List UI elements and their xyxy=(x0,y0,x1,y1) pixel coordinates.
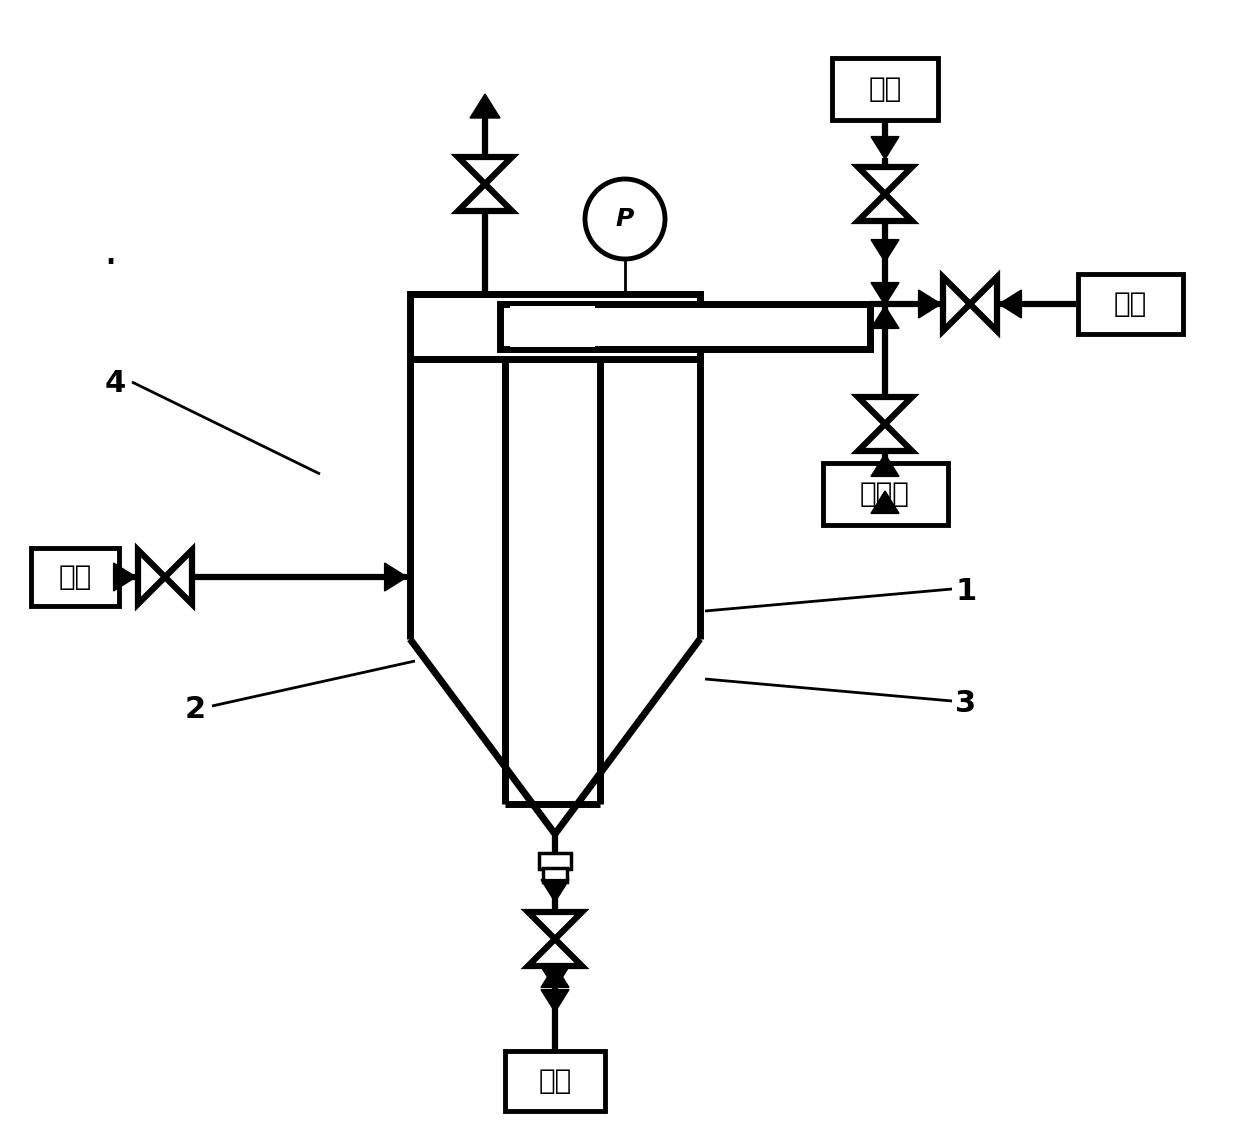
Text: 重相: 重相 xyxy=(539,1067,571,1095)
Polygon shape xyxy=(919,290,941,318)
Text: 4: 4 xyxy=(105,369,126,399)
Polygon shape xyxy=(870,306,899,328)
Bar xyxy=(500,304,870,350)
Polygon shape xyxy=(113,563,136,591)
Bar xyxy=(833,58,938,120)
Text: 3: 3 xyxy=(955,689,976,719)
Polygon shape xyxy=(384,563,407,591)
Text: 进料: 进料 xyxy=(59,563,91,591)
Polygon shape xyxy=(870,137,899,159)
Text: 清洗液: 清洗液 xyxy=(860,480,910,508)
Bar xyxy=(510,305,595,347)
Polygon shape xyxy=(541,990,569,1011)
Text: P: P xyxy=(616,207,635,231)
Polygon shape xyxy=(870,491,899,514)
Bar xyxy=(542,868,567,882)
Text: 氮气: 氮气 xyxy=(868,75,902,103)
Polygon shape xyxy=(870,454,899,476)
Polygon shape xyxy=(541,967,569,989)
Text: 轻相: 轻相 xyxy=(1114,290,1147,318)
Text: 2: 2 xyxy=(185,695,206,723)
Polygon shape xyxy=(541,965,569,988)
Bar xyxy=(31,548,118,606)
Polygon shape xyxy=(999,290,1021,318)
Bar xyxy=(410,294,700,359)
Polygon shape xyxy=(870,239,899,262)
Polygon shape xyxy=(470,95,500,118)
Bar xyxy=(505,1051,605,1111)
Polygon shape xyxy=(541,879,569,902)
Text: 1: 1 xyxy=(955,576,976,606)
Polygon shape xyxy=(870,282,899,305)
Bar xyxy=(1077,274,1182,334)
Bar xyxy=(823,462,948,525)
Bar xyxy=(539,853,571,869)
Text: ·: · xyxy=(104,243,117,286)
